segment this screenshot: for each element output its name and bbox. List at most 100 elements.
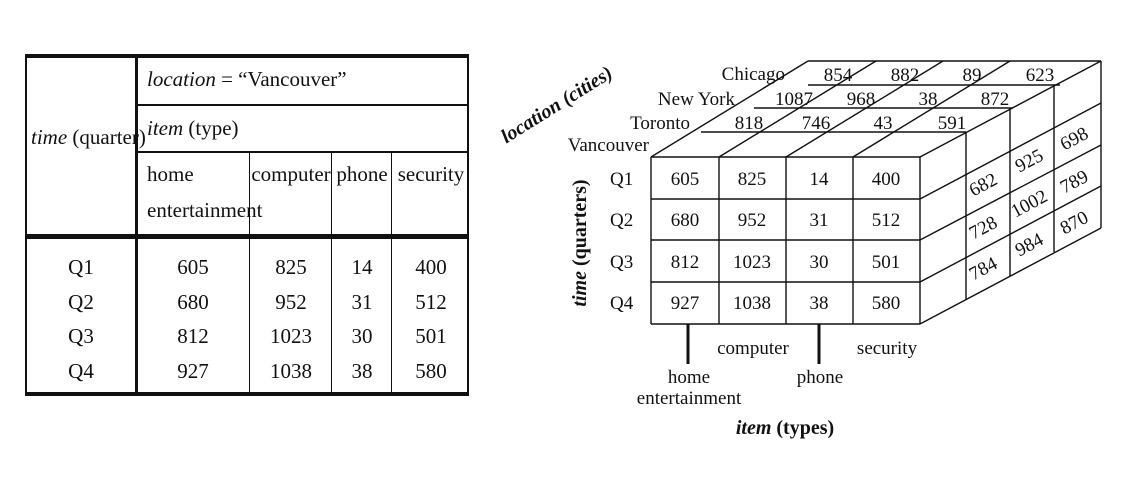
cube-top-toronto-home: 818 (735, 113, 764, 134)
col-header-home-1: home (147, 162, 194, 186)
table-cell: 1038 (270, 358, 312, 383)
quarter-column: Q1 Q2 Q3 Q4 (41, 250, 121, 388)
cube-side-toronto-q2: 682 (966, 169, 1001, 201)
cube-cell-q1-home: 605 (671, 169, 700, 190)
col-header-computer: computer (251, 162, 331, 186)
cube-cell-q1-computer: 825 (738, 169, 767, 190)
cube-top-chicago-computer: 882 (891, 65, 920, 86)
cube-side-chicago-q2: 698 (1057, 123, 1092, 155)
cube-top-newyork-computer: 968 (847, 89, 876, 110)
cube-side-toronto-q4: 784 (966, 253, 1001, 285)
time-header: time (quarter) (31, 125, 146, 149)
cube-cell-q2-phone: 31 (810, 210, 829, 231)
table-left-rule (25, 54, 27, 396)
item-label-entertainment: entertainment (637, 388, 742, 409)
cube-top-newyork-security: 872 (981, 89, 1010, 110)
time-axis-title: time (quarters) (569, 179, 591, 306)
table-cell: 14 (351, 255, 373, 279)
cube-top-toronto-computer: 746 (802, 113, 831, 134)
cube-lines (650, 60, 1102, 364)
quarter-label-q3: Q3 (610, 252, 633, 273)
phone-column: 14 31 30 38 (322, 250, 402, 388)
computer-column: 825 952 1023 1038 (251, 250, 331, 388)
cube-cell-q3-security: 501 (872, 252, 901, 273)
quarter-label-q1: Q1 (610, 169, 633, 190)
table-cell: 580 (415, 358, 447, 383)
item-axis-title: item (types) (736, 417, 834, 439)
cube-cell-q4-security: 580 (872, 293, 901, 314)
table-col-rule-2 (331, 151, 332, 396)
city-labels: Vancouver Toronto New York Chicago (568, 64, 785, 156)
cube-top-toronto-phone: 43 (874, 113, 893, 134)
cube-cell-q4-phone: 38 (810, 293, 829, 314)
table-cell: 512 (415, 289, 447, 314)
quarter-label-q4: Q4 (610, 293, 634, 314)
table-cell: 812 (177, 324, 209, 348)
table-cell: 400 (415, 255, 447, 279)
item-labels: computer security home entertainment pho… (637, 338, 918, 409)
top-values: 818 746 43 591 1087 968 38 872 854 882 8… (735, 65, 1055, 134)
cube-cell-q1-phone: 14 (810, 169, 830, 190)
table-header-rule (25, 234, 469, 239)
side-values: 682 728 784 925 1002 984 698 789 870 (966, 123, 1092, 285)
cube-top-chicago-phone: 89 (963, 65, 982, 86)
table-col-rule-1 (249, 151, 250, 396)
table-row-label: Q3 (68, 324, 94, 348)
cube-side-toronto-q3: 728 (966, 212, 1001, 244)
cube-cell-q3-phone: 30 (810, 252, 829, 273)
item-label-phone: phone (797, 367, 843, 388)
item-label-security: security (857, 338, 918, 359)
table-cell: 31 (351, 289, 373, 314)
cube-top-chicago-security: 623 (1026, 65, 1055, 86)
table-cell: 501 (415, 324, 447, 348)
table-row-label: Q2 (68, 289, 94, 314)
cube-cell-q4-home: 927 (671, 293, 700, 314)
cube-top-newyork-phone: 38 (919, 89, 938, 110)
cube-side-newyork-q4: 984 (1012, 229, 1047, 261)
table-col-rule-3 (391, 151, 392, 396)
quarter-label-q2: Q2 (610, 210, 633, 231)
table-cell: 30 (351, 324, 373, 348)
table-item-rule (135, 151, 469, 153)
home-entertainment-column: 605 680 812 927 (153, 250, 233, 388)
table-location-rule (135, 104, 469, 106)
table-top-rule (25, 54, 469, 58)
location-header: location = “Vancouver” (147, 67, 347, 91)
item-label-home: home (668, 367, 710, 388)
col-header-home-2: entertainment (147, 198, 263, 222)
city-label-vancouver: Vancouver (568, 135, 650, 156)
table-bottom-rule (25, 392, 469, 396)
item-header: item (type) (147, 116, 239, 140)
quarter-labels: Q1 Q2 Q3 Q4 (610, 169, 634, 314)
cube-cell-q3-home: 812 (671, 252, 700, 273)
cube-side-newyork-q3: 1002 (1008, 186, 1051, 222)
table-cell: 927 (177, 358, 209, 383)
sales-table: time (quarter) location = “Vancouver” it… (25, 54, 469, 396)
table-right-rule (467, 54, 469, 396)
table-cell: 680 (177, 289, 209, 314)
table-stub-rule (135, 54, 138, 396)
cube-cell-q2-computer: 952 (738, 210, 767, 231)
col-header-security: security (397, 162, 465, 186)
cube-cell-q2-home: 680 (671, 210, 700, 231)
cube-cell-q4-computer: 1038 (733, 293, 771, 314)
city-label-newyork: New York (658, 89, 736, 110)
front-values: 605 825 14 400 680 952 31 512 812 1023 3… (671, 169, 901, 314)
table-cell: 952 (275, 289, 307, 314)
cube-top-newyork-home: 1087 (775, 89, 813, 110)
table-row-label: Q4 (68, 358, 94, 383)
cube-side-newyork-q2: 925 (1012, 145, 1047, 177)
cube-cell-q2-security: 512 (872, 210, 901, 231)
table-cell: 605 (177, 255, 209, 279)
item-label-computer: computer (717, 338, 789, 359)
cube-cell-q3-computer: 1023 (733, 252, 771, 273)
cube-top-toronto-security: 591 (938, 113, 967, 134)
cube-top-chicago-home: 854 (824, 65, 853, 86)
cube-cell-q1-security: 400 (872, 169, 901, 190)
table-cell: 38 (351, 358, 373, 383)
security-column: 400 512 501 580 (391, 250, 471, 388)
cube-side-chicago-q4: 870 (1057, 207, 1092, 239)
table-cell: 825 (275, 255, 307, 279)
col-header-phone: phone (336, 162, 388, 186)
